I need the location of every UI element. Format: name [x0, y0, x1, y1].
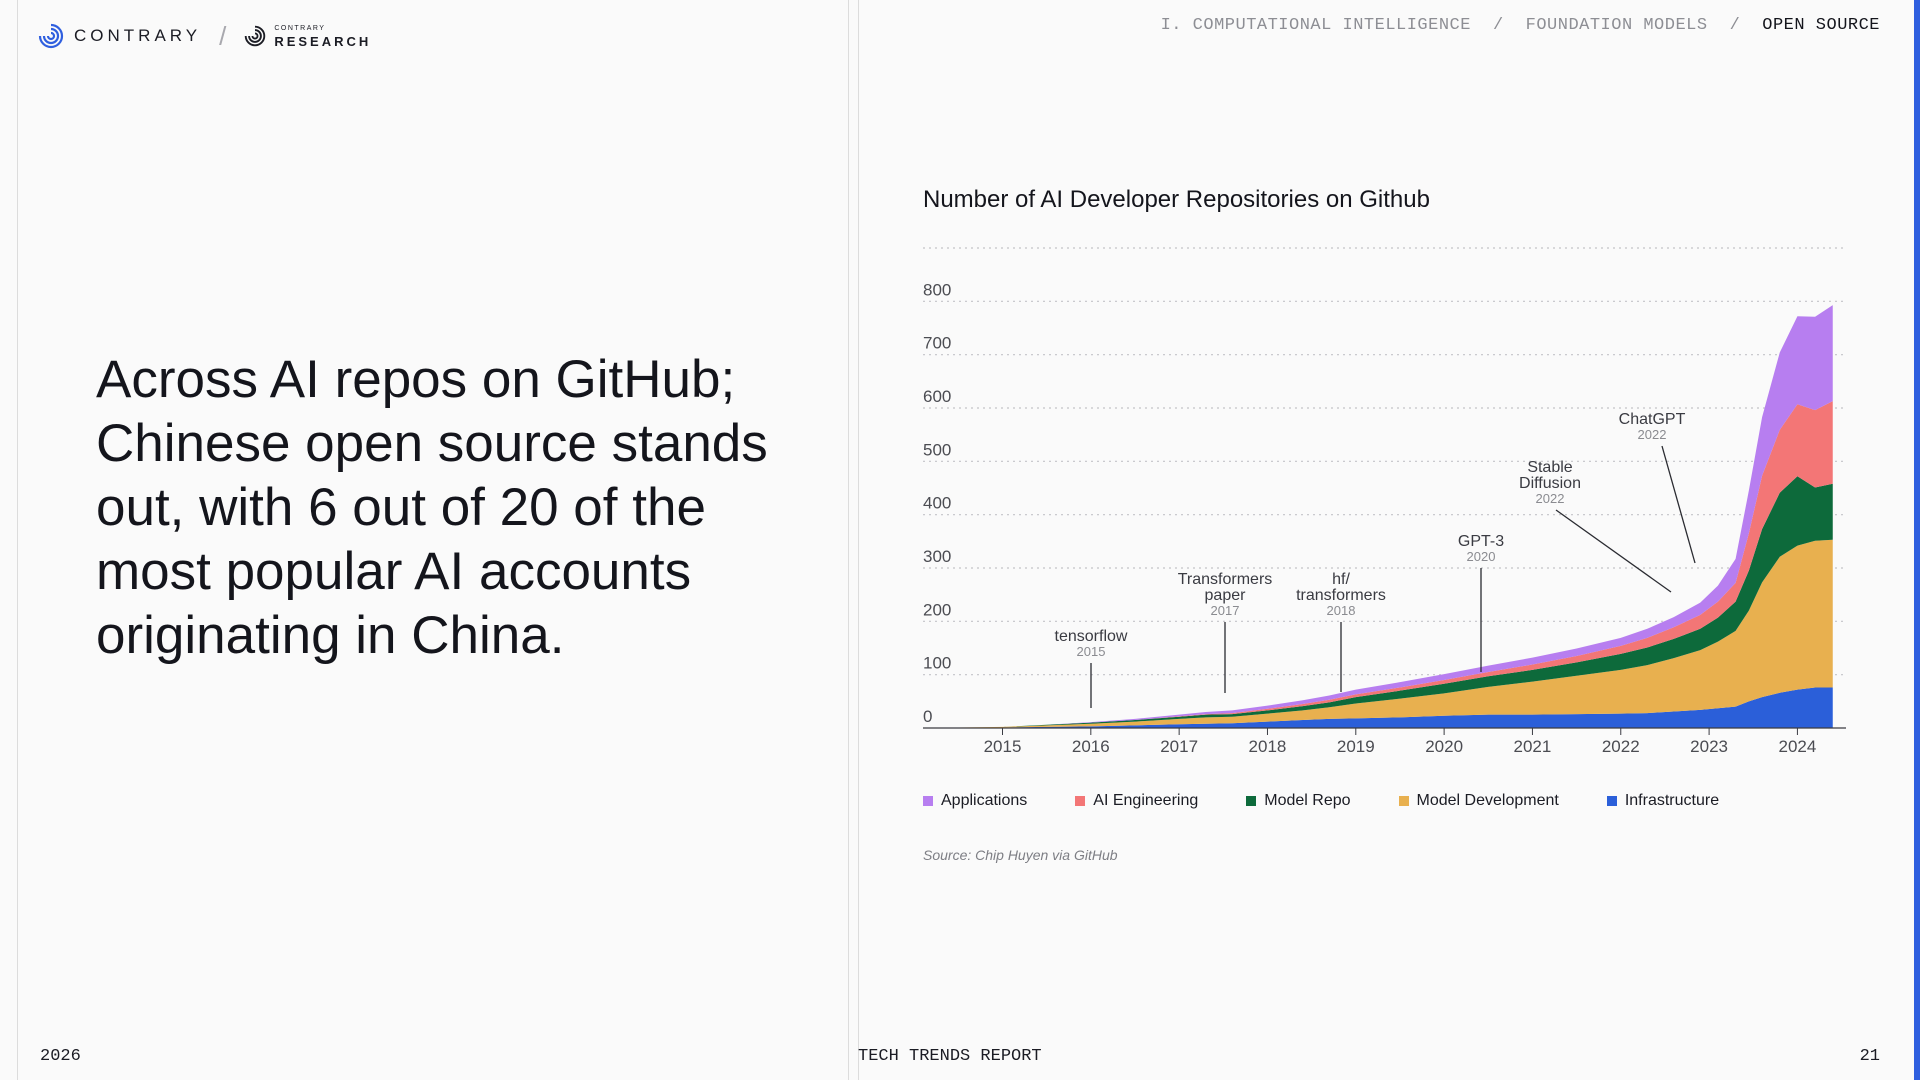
footer-report-name: TECH TRENDS REPORT — [858, 1047, 1042, 1066]
area-ai-engineering — [923, 401, 1833, 728]
brand-name: CONTRARY — [74, 26, 202, 45]
y-tick-label-0: 0 — [923, 707, 932, 726]
center-divider-line-2 — [858, 0, 859, 1080]
annotation-label-chatgpt-0: ChatGPT — [1619, 411, 1686, 428]
legend-swatch — [923, 796, 933, 806]
annotation-year-stable-diffusion: 2022 — [1536, 491, 1565, 506]
legend-swatch — [1075, 796, 1086, 806]
center-divider-line — [848, 0, 849, 1080]
annotation-label-transformers-paper-1: paper — [1205, 587, 1247, 604]
area-infrastructure — [923, 687, 1833, 728]
area-model-repo — [923, 476, 1833, 728]
chart-legend: Applications AI Engineering Model Repo Mode… — [923, 792, 1767, 810]
x-tick-label-2016: 2016 — [1072, 737, 1110, 756]
area-applications — [923, 305, 1833, 728]
x-tick-label-2022: 2022 — [1602, 737, 1640, 756]
legend-swatch — [1398, 796, 1409, 806]
y-tick-label-200: 200 — [923, 600, 951, 619]
legend-item-model-development: Model Development — [1398, 792, 1559, 810]
annotation-label-gpt-3-0: GPT-3 — [1458, 533, 1504, 550]
legend-label: Model Development — [1416, 792, 1559, 809]
x-tick-label-2021: 2021 — [1514, 737, 1552, 756]
logo-divider: / — [219, 20, 227, 51]
x-tick-label-2018: 2018 — [1249, 737, 1287, 756]
annotation-label-stable-diffusion-0: Stable — [1527, 459, 1572, 476]
breadcrumb-item-computational-intelligence[interactable]: I. COMPUTATIONAL INTELLIGENCE — [1160, 16, 1471, 35]
annotation-label-hf-transformers-0: hf/ — [1332, 571, 1350, 588]
annotation-year-gpt-3: 2020 — [1467, 549, 1496, 564]
area-model-development — [923, 539, 1833, 728]
research-logo: CONTRARY RESEARCH — [244, 25, 371, 48]
y-tick-label-100: 100 — [923, 654, 951, 673]
accent-bar — [1914, 0, 1920, 1080]
left-border-line — [17, 0, 18, 1080]
legend-item-applications: Applications — [923, 792, 1027, 810]
research-logo-icon — [245, 25, 266, 47]
x-tick-label-2020: 2020 — [1425, 737, 1463, 756]
breadcrumb: I. COMPUTATIONAL INTELLIGENCE / FOUNDATI… — [1161, 16, 1880, 35]
breadcrumb-item-foundation-models[interactable]: FOUNDATION MODELS — [1525, 16, 1708, 35]
annotation-year-chatgpt: 2022 — [1638, 427, 1667, 442]
annotation-label-tensorflow-0: tensorflow — [1055, 628, 1128, 645]
annotation-pointer-stable-diffusion — [1555, 509, 1672, 593]
legend-swatch — [1246, 796, 1257, 806]
annotation-pointer-chatgpt — [1661, 445, 1696, 564]
chart-source: Source: Chip Huyen via GitHub — [923, 847, 1118, 863]
breadcrumb-separator: / — [1492, 16, 1504, 35]
y-tick-label-800: 800 — [923, 280, 951, 299]
y-tick-label-500: 500 — [923, 440, 951, 459]
legend-label: AI Engineering — [1093, 792, 1199, 809]
footer-page-number: 21 — [1859, 1047, 1880, 1066]
page-headline: Across AI repos on GitHub; Chinese open … — [96, 350, 768, 665]
research-logo-big-text: RESEARCH — [274, 33, 372, 49]
y-tick-label-300: 300 — [923, 547, 951, 566]
y-tick-label-700: 700 — [923, 334, 951, 353]
x-tick-label-2019: 2019 — [1337, 737, 1375, 756]
legend-swatch — [1606, 796, 1617, 806]
legend-label: Infrastructure — [1624, 792, 1720, 809]
footer-year: 2026 — [40, 1047, 81, 1066]
research-logo-small-text: CONTRARY — [274, 24, 326, 32]
breadcrumb-item-open-source[interactable]: OPEN SOURCE — [1762, 16, 1880, 35]
annotation-year-tensorflow: 2015 — [1077, 644, 1106, 659]
annotation-year-transformers-paper: 2017 — [1211, 603, 1240, 618]
annotation-label-transformers-paper-0: Transformers — [1178, 571, 1273, 588]
annotation-label-stable-diffusion-1: Diffusion — [1519, 475, 1581, 492]
x-tick-label-2023: 2023 — [1690, 737, 1728, 756]
legend-item-model-repo: Model Repo — [1246, 792, 1351, 810]
y-tick-label-400: 400 — [923, 494, 951, 513]
legend-item-ai-engineering: AI Engineering — [1075, 792, 1198, 810]
legend-item-infrastructure: Infrastructure — [1606, 792, 1720, 810]
annotation-label-hf-transformers-1: transformers — [1296, 587, 1386, 604]
legend-label: Model Repo — [1264, 792, 1351, 809]
y-tick-label-600: 600 — [923, 387, 951, 406]
header-logo[interactable]: CONTRARY / CONTRARY RESEARCH — [38, 20, 371, 51]
annotation-year-hf-transformers: 2018 — [1327, 603, 1356, 618]
breadcrumb-separator: / — [1729, 16, 1741, 35]
x-tick-label-2024: 2024 — [1779, 737, 1817, 756]
chart-title: Number of AI Developer Repositories on G… — [923, 186, 1430, 213]
legend-label: Applications — [941, 792, 1028, 809]
x-tick-label-2015: 2015 — [984, 737, 1022, 756]
x-tick-label-2017: 2017 — [1160, 737, 1198, 756]
contrary-logo-icon — [38, 23, 64, 49]
